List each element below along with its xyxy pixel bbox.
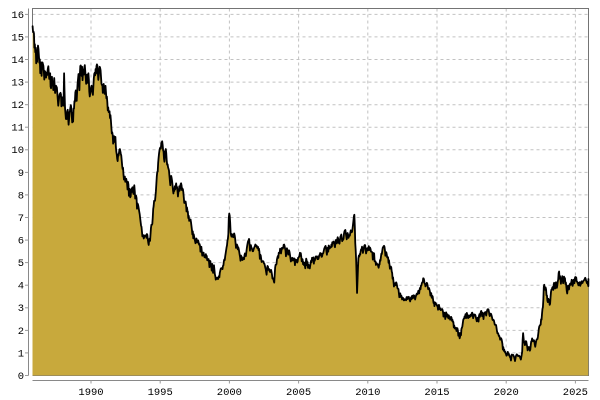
- svg-text:14: 14: [11, 55, 24, 67]
- svg-text:2010: 2010: [355, 387, 380, 399]
- svg-text:2020: 2020: [494, 387, 519, 399]
- svg-text:2005: 2005: [286, 387, 311, 399]
- svg-text:9: 9: [18, 168, 24, 180]
- svg-text:8: 8: [18, 190, 24, 202]
- svg-text:1995: 1995: [148, 387, 173, 399]
- svg-text:7: 7: [18, 213, 24, 225]
- svg-text:11: 11: [11, 123, 24, 135]
- svg-text:15: 15: [11, 32, 24, 44]
- svg-text:12: 12: [11, 100, 24, 112]
- svg-text:16: 16: [11, 10, 24, 22]
- svg-text:1990: 1990: [78, 387, 103, 399]
- svg-text:4: 4: [18, 281, 24, 293]
- svg-text:13: 13: [11, 78, 24, 90]
- svg-text:2: 2: [18, 326, 24, 338]
- svg-text:2000: 2000: [217, 387, 242, 399]
- svg-text:1: 1: [18, 348, 24, 360]
- svg-text:2025: 2025: [563, 387, 588, 399]
- svg-text:6: 6: [18, 236, 24, 248]
- svg-text:3: 3: [18, 303, 24, 315]
- svg-text:0: 0: [18, 371, 24, 383]
- svg-text:5: 5: [18, 258, 24, 270]
- svg-text:10: 10: [11, 145, 24, 157]
- svg-text:2015: 2015: [424, 387, 449, 399]
